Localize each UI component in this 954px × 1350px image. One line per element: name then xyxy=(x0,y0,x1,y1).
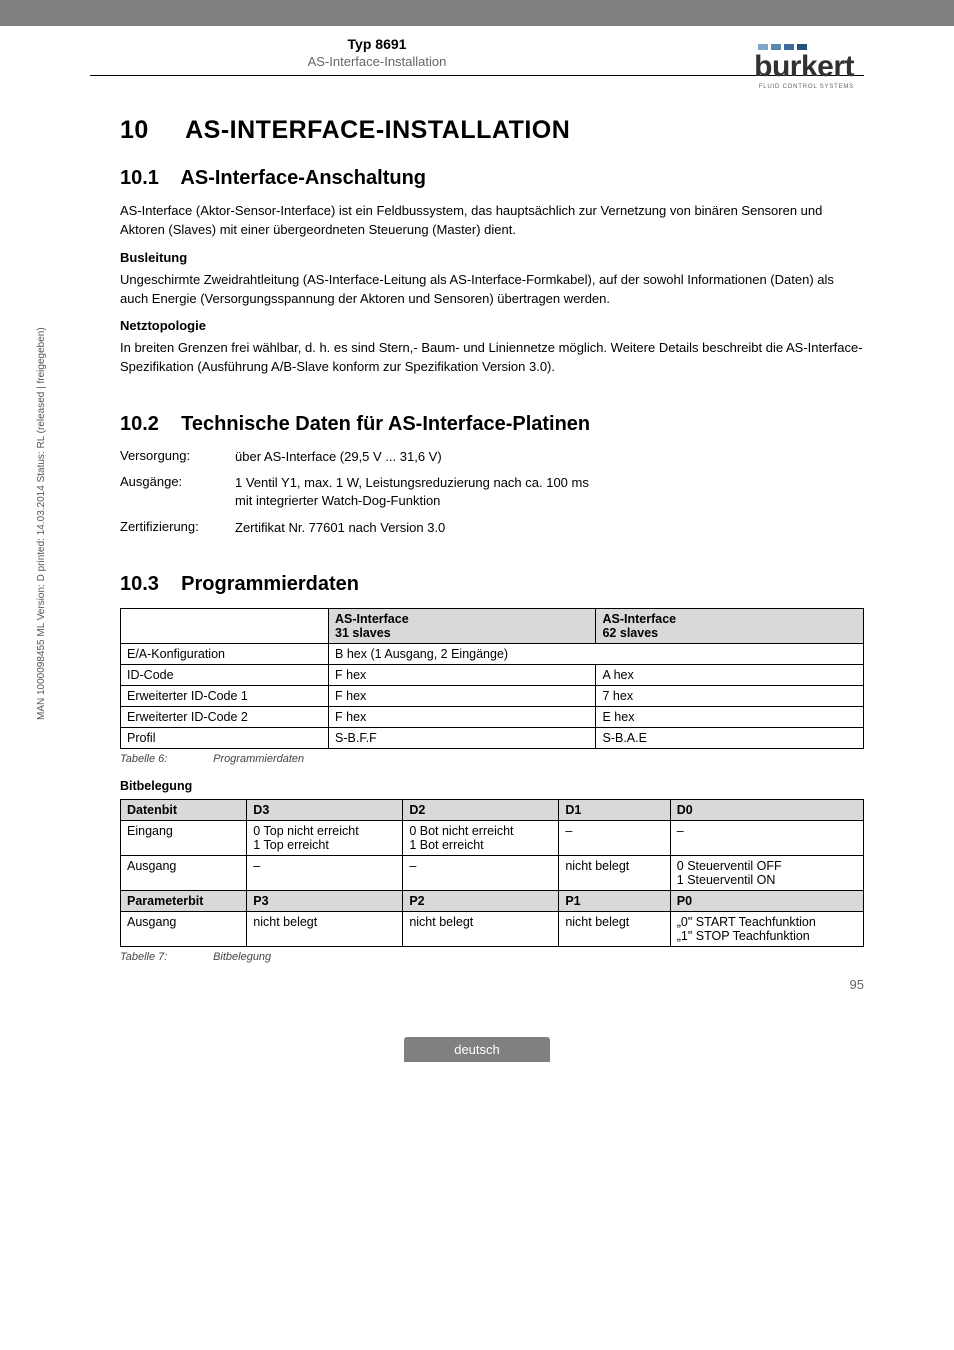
table-header: P2 xyxy=(403,890,559,911)
table-header: Datenbit xyxy=(121,799,247,820)
table-cell: Erweiterter ID-Code 1 xyxy=(121,685,329,706)
table-cell: nicht belegt xyxy=(247,911,403,946)
table-header: D2 xyxy=(403,799,559,820)
page-header: Typ 8691 AS-Interface-Installation burke… xyxy=(0,26,954,75)
table-header: D0 xyxy=(670,799,863,820)
chapter-title: AS-INTERFACE-INSTALLATION xyxy=(185,116,570,144)
table-cell: 0 Bot nicht erreicht 1 Bot erreicht xyxy=(403,820,559,855)
top-bar xyxy=(0,0,954,26)
table-cell: B hex (1 Ausgang, 2 Eingänge) xyxy=(329,643,864,664)
section-number: 10.3 xyxy=(120,573,159,595)
table-row: Ausgang – – nicht belegt 0 Steuerventil … xyxy=(121,855,864,890)
table-cell: – xyxy=(559,820,670,855)
table-header: D1 xyxy=(559,799,670,820)
table-header xyxy=(121,608,329,643)
table-row: Erweiterter ID-Code 2 F hex E hex xyxy=(121,706,864,727)
table-cell: – xyxy=(247,855,403,890)
caption-text: Bitbelegung xyxy=(213,951,271,963)
spec-value: Zertifikat Nr. 77601 nach Version 3.0 xyxy=(235,519,864,537)
language-tag: deutsch xyxy=(404,1037,550,1062)
body-text: Ungeschirmte Zweidrahtleitung (AS-Interf… xyxy=(120,271,864,309)
table-cell: 0 Top nicht erreicht 1 Top erreicht xyxy=(247,820,403,855)
section-number: 10.2 xyxy=(120,413,159,435)
section-title: AS-Interface-Anschaltung xyxy=(180,167,426,189)
table-cell: nicht belegt xyxy=(403,911,559,946)
doc-subtitle: AS-Interface-Installation xyxy=(90,54,664,69)
table-cell: F hex xyxy=(329,706,596,727)
section-title: Technische Daten für AS-Interface-Platin… xyxy=(181,413,590,435)
spec-value: 1 Ventil Y1, max. 1 W, Leistungsreduzier… xyxy=(235,474,864,510)
page-footer: deutsch xyxy=(0,1037,954,1062)
sub-heading: Netztopologie xyxy=(120,318,864,333)
table-header: P3 xyxy=(247,890,403,911)
section-heading: 10.3 Programmierdaten xyxy=(120,573,864,596)
spec-key: Versorgung: xyxy=(120,448,235,466)
section-number: 10.1 xyxy=(120,167,159,189)
page-number: 95 xyxy=(850,977,864,992)
chapter-heading: 10 AS-INTERFACE-INSTALLATION xyxy=(120,116,864,145)
table-header: P0 xyxy=(670,890,863,911)
section-title: Programmierdaten xyxy=(181,573,359,595)
table-caption: Tabelle 6: Programmierdaten xyxy=(120,753,864,765)
table-row: ID-Code F hex A hex xyxy=(121,664,864,685)
table-cell: E/A-Konfiguration xyxy=(121,643,329,664)
spec-row: Ausgänge: 1 Ventil Y1, max. 1 W, Leistun… xyxy=(120,474,864,510)
table-cell: „0" START Teachfunktion „1" STOP Teachfu… xyxy=(670,911,863,946)
section-heading: 10.2 Technische Daten für AS-Interface-P… xyxy=(120,413,864,436)
main-content: 10 AS-INTERFACE-INSTALLATION 10.1 AS-Int… xyxy=(0,76,954,997)
sub-heading: Busleitung xyxy=(120,250,864,265)
table-cell: nicht belegt xyxy=(559,911,670,946)
table-cell: Erweiterter ID-Code 2 xyxy=(121,706,329,727)
table-cell: S-B.F.F xyxy=(329,727,596,748)
table-cell: ID-Code xyxy=(121,664,329,685)
sub-heading: Bitbelegung xyxy=(120,779,864,793)
table-row: Ausgang nicht belegt nicht belegt nicht … xyxy=(121,911,864,946)
spec-key: Ausgänge: xyxy=(120,474,235,510)
body-text: In breiten Grenzen frei wählbar, d. h. e… xyxy=(120,339,864,377)
spec-row: Zertifizierung: Zertifikat Nr. 77601 nac… xyxy=(120,519,864,537)
table-header: AS-Interface 62 slaves xyxy=(596,608,864,643)
chapter-number: 10 xyxy=(120,116,149,144)
table-cell: F hex xyxy=(329,685,596,706)
doc-type: Typ 8691 xyxy=(90,36,664,52)
table-cell: A hex xyxy=(596,664,864,685)
table-cell: Ausgang xyxy=(121,911,247,946)
table-cell: nicht belegt xyxy=(559,855,670,890)
body-text: AS-Interface (Aktor-Sensor-Interface) is… xyxy=(120,202,864,240)
table-cell: Eingang xyxy=(121,820,247,855)
table-cell: Profil xyxy=(121,727,329,748)
table-row: Erweiterter ID-Code 1 F hex 7 hex xyxy=(121,685,864,706)
table-cell: S-B.A.E xyxy=(596,727,864,748)
spec-value: über AS-Interface (29,5 V ... 31,6 V) xyxy=(235,448,864,466)
table-cell: F hex xyxy=(329,664,596,685)
table-header: AS-Interface 31 slaves xyxy=(329,608,596,643)
table-cell: Ausgang xyxy=(121,855,247,890)
section-heading: 10.1 AS-Interface-Anschaltung xyxy=(120,167,864,190)
table-row: E/A-Konfiguration B hex (1 Ausgang, 2 Ei… xyxy=(121,643,864,664)
table-row: Eingang 0 Top nicht erreicht 1 Top errei… xyxy=(121,820,864,855)
programming-data-table: AS-Interface 31 slaves AS-Interface 62 s… xyxy=(120,608,864,749)
table-header: D3 xyxy=(247,799,403,820)
caption-text: Programmierdaten xyxy=(213,753,304,765)
table-caption: Tabelle 7: Bitbelegung xyxy=(120,951,864,963)
caption-label: Tabelle 6: xyxy=(120,753,210,765)
table-row: Profil S-B.F.F S-B.A.E xyxy=(121,727,864,748)
caption-label: Tabelle 7: xyxy=(120,951,210,963)
table-cell: 7 hex xyxy=(596,685,864,706)
table-cell: – xyxy=(403,855,559,890)
table-header: Parameterbit xyxy=(121,890,247,911)
table-cell: 0 Steuerventil OFF 1 Steuerventil ON xyxy=(670,855,863,890)
table-cell: E hex xyxy=(596,706,864,727)
table-cell: – xyxy=(670,820,863,855)
table-header: P1 xyxy=(559,890,670,911)
spec-row: Versorgung: über AS-Interface (29,5 V ..… xyxy=(120,448,864,466)
bit-assignment-table: Datenbit D3 D2 D1 D0 Eingang 0 Top nicht… xyxy=(120,799,864,947)
spec-key: Zertifizierung: xyxy=(120,519,235,537)
